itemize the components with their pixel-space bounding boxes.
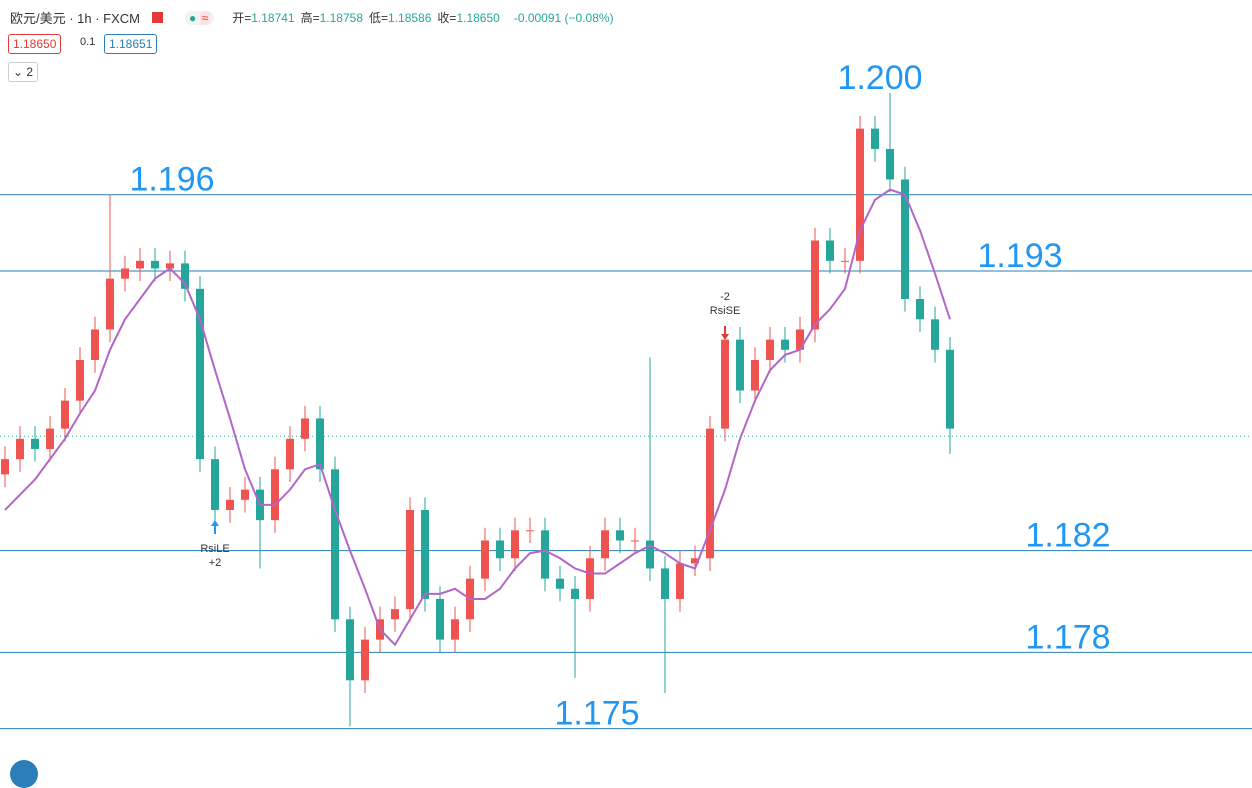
- symbol[interactable]: 欧元/美元 · 1h · FXCM: [10, 11, 141, 26]
- candle-body: [76, 359, 84, 401]
- candle-body: [376, 619, 384, 640]
- candle-body: [811, 240, 819, 330]
- candle-body: [451, 619, 459, 640]
- candle-body: [256, 489, 264, 521]
- candle-body: [106, 278, 114, 330]
- candle-body: [916, 298, 924, 320]
- ohlc-label: 低=: [369, 11, 389, 25]
- candle-body: [16, 438, 24, 460]
- candle-body: [586, 558, 594, 599]
- candle-body: [481, 540, 489, 579]
- signal-name: RsiSE: [710, 305, 741, 317]
- candle-body: [466, 578, 474, 620]
- candle-body: [406, 509, 414, 610]
- candle-body: [676, 563, 684, 599]
- candle-body: [331, 469, 339, 620]
- candle-body: [241, 489, 249, 500]
- ohlc-value: 1.18586: [388, 11, 432, 25]
- signal-qty: +2: [209, 557, 222, 569]
- ohlc-label: 收=: [437, 11, 457, 25]
- candle-body: [496, 540, 504, 559]
- candle-body: [121, 268, 129, 279]
- ohlc-value: 1.18650: [456, 11, 500, 25]
- candle-body: [166, 263, 174, 269]
- logo[interactable]: [10, 760, 38, 788]
- level-label: 1.182: [1025, 517, 1110, 555]
- candle-body: [871, 128, 879, 149]
- candle-body: [511, 530, 519, 559]
- candle-body: [301, 418, 309, 439]
- indicator-count: 2: [26, 65, 34, 79]
- bid[interactable]: 1.18650: [8, 34, 62, 54]
- candle-body: [286, 438, 294, 470]
- header: 欧元/美元 · 1h · FXCM ● ≈ 开=1.18741 高=1.18758…: [10, 8, 614, 27]
- candle-body: [736, 339, 744, 391]
- candle-body: [766, 339, 774, 360]
- candle-body: [616, 530, 624, 541]
- toggle[interactable]: ● ≈: [185, 10, 215, 25]
- candle-body: [226, 499, 234, 510]
- candle-body: [391, 609, 399, 620]
- signal-arrow: [721, 326, 729, 340]
- candle-body: [541, 530, 549, 579]
- candle-body: [706, 428, 714, 559]
- candle-body: [931, 319, 939, 350]
- candle-body: [841, 260, 849, 262]
- candle-body: [886, 148, 894, 180]
- candle-body: [1, 459, 9, 475]
- candle-body: [196, 288, 204, 460]
- candle-body: [91, 329, 99, 360]
- candle-body: [946, 349, 954, 429]
- candle-body: [691, 558, 699, 564]
- candle-body: [646, 540, 654, 569]
- indicator-toggle[interactable]: ⌄ 2: [8, 62, 39, 82]
- level-label: 1.178: [1025, 618, 1110, 656]
- candle-body: [631, 540, 639, 542]
- level-label: 1.175: [554, 695, 639, 733]
- candle-body: [316, 418, 324, 470]
- candle-body: [46, 428, 54, 449]
- candle-body: [526, 530, 534, 532]
- ohlc-label: 高=: [300, 11, 320, 25]
- candle-body: [901, 179, 909, 299]
- level-label: 1.196: [129, 161, 214, 199]
- candle-body: [211, 459, 219, 510]
- candle-body: [601, 530, 609, 559]
- candle-body: [181, 263, 189, 289]
- candle-body: [346, 619, 354, 681]
- candle-body: [856, 128, 864, 261]
- candle-body: [31, 438, 39, 449]
- candle-body: [136, 260, 144, 269]
- spread: 0.1: [80, 36, 96, 48]
- signal-name: RsiLE: [200, 543, 229, 555]
- signal-qty: -2: [720, 291, 730, 303]
- flag[interactable]: [152, 12, 164, 23]
- candle-body: [571, 588, 579, 599]
- candle-body: [556, 578, 564, 589]
- candle-body: [826, 240, 834, 261]
- ohlc: 开=1.18741 高=1.18758 低=1.18586 收=1.18650: [232, 9, 506, 26]
- candle-body: [436, 598, 444, 640]
- candle-body: [151, 260, 159, 269]
- ohlc-label: 开=: [232, 11, 252, 25]
- candle-body: [421, 509, 429, 599]
- signal-arrow: [211, 520, 219, 534]
- candle-body: [721, 339, 729, 429]
- candle-body: [796, 329, 804, 350]
- ask[interactable]: 1.18651: [104, 34, 158, 54]
- candle-body: [661, 568, 669, 599]
- candle-body: [61, 400, 69, 429]
- candle-body: [271, 469, 279, 521]
- level-label: 1.193: [977, 237, 1062, 275]
- ohlc-value: 1.18741: [251, 11, 295, 25]
- level-label: 1.200: [837, 59, 922, 97]
- candle-body: [751, 359, 759, 391]
- candle-body: [361, 639, 369, 681]
- ohlc-value: 1.18758: [319, 11, 364, 25]
- moving-average: [4, 188, 951, 647]
- candle-body: [781, 339, 789, 350]
- change: -0.00091 (−0.08%): [513, 10, 614, 25]
